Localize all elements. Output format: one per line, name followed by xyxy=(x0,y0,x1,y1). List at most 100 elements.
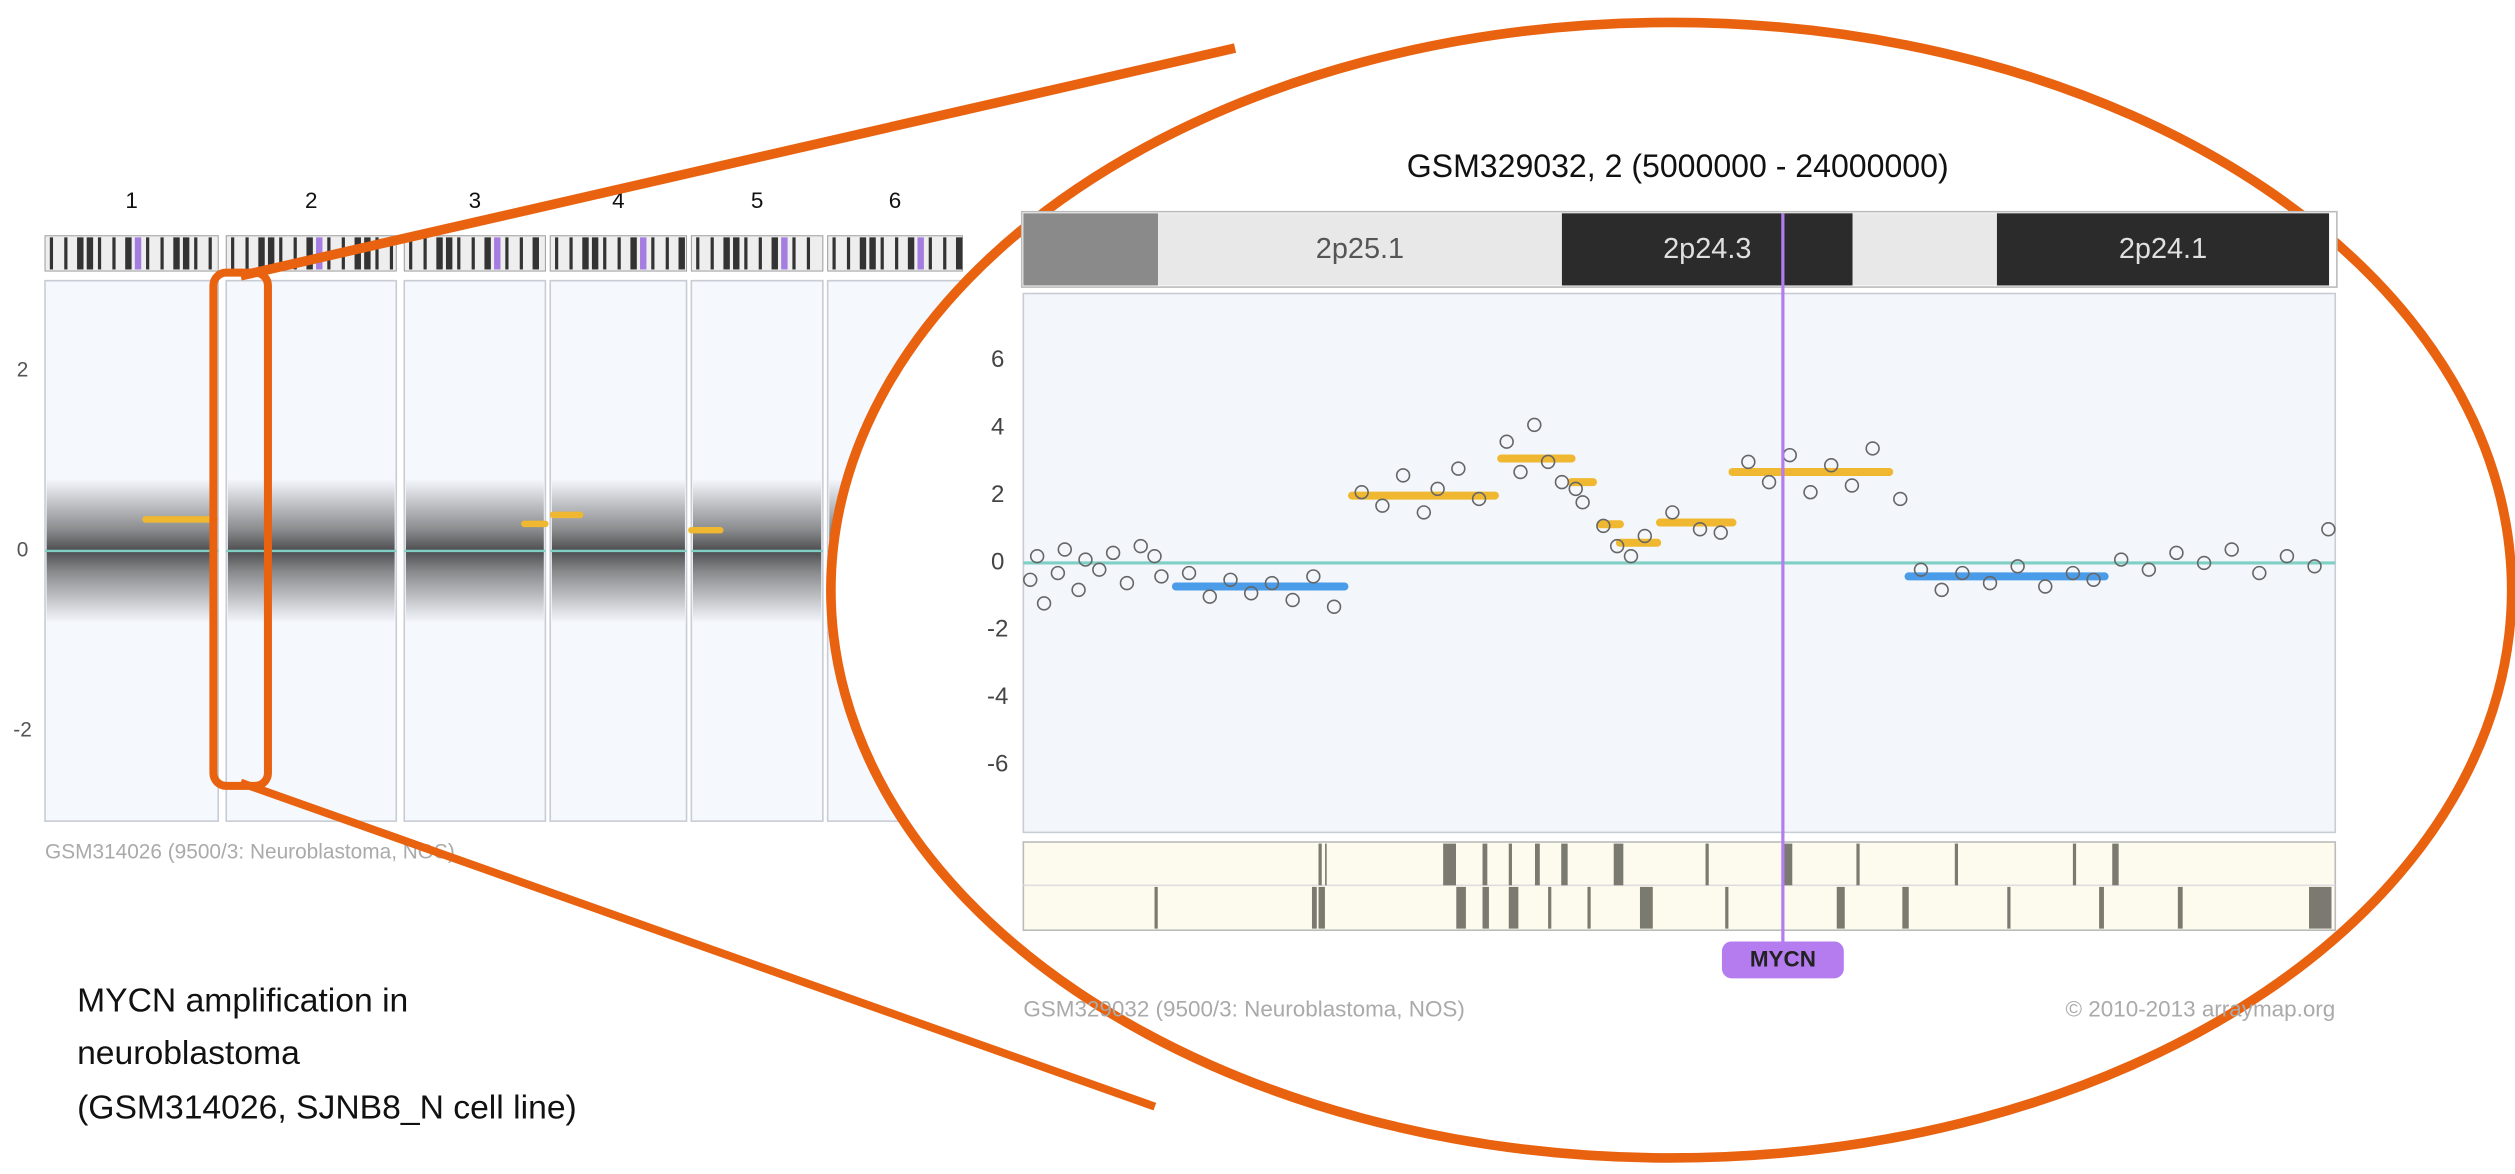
ideogram-band xyxy=(484,237,490,269)
gene xyxy=(2112,844,2118,886)
ideogram-band xyxy=(209,237,212,269)
gene xyxy=(1155,887,1158,929)
ideogram-band xyxy=(847,237,850,269)
ideogram-band xyxy=(651,237,654,269)
credit: © 2010-2013 arraymap.org xyxy=(2066,996,2336,1021)
ideogram-band xyxy=(781,237,787,269)
ideogram-band xyxy=(696,237,699,269)
ideogram-band xyxy=(231,237,234,269)
gene xyxy=(2099,887,2104,929)
gene xyxy=(1319,844,1322,886)
ideogram-band xyxy=(943,237,946,269)
ideogram-band xyxy=(929,237,932,269)
y-tick-label: -4 xyxy=(987,683,1008,710)
gene xyxy=(1483,844,1488,886)
zoom-chart: GSM329032, 2 (5000000 - 24000000) 2p25.1 2… xyxy=(987,148,2337,1021)
ideogram-band xyxy=(112,237,115,269)
ideogram-band xyxy=(807,237,810,269)
ideogram-band xyxy=(592,237,598,269)
ideogram-band xyxy=(582,237,588,269)
gene xyxy=(1548,887,1551,929)
gene xyxy=(1456,887,1466,929)
y-tick-label: 6 xyxy=(991,346,1004,373)
figure: 20-2123456GSM314026 (9500/3: Neuroblasto… xyxy=(0,0,2515,1174)
gene-marker-label: MYCN xyxy=(1750,947,1816,972)
chromosome-label: 2 xyxy=(305,188,317,213)
ideogram-band xyxy=(64,237,67,269)
ideogram-band xyxy=(569,237,572,269)
gene xyxy=(1856,844,1859,886)
ideogram-band xyxy=(759,237,762,269)
ideogram-band xyxy=(640,237,646,269)
gene xyxy=(1784,844,1792,886)
ideogram-band xyxy=(832,237,835,269)
gene xyxy=(2007,887,2010,929)
y-tick-label: 0 xyxy=(991,548,1004,575)
gene xyxy=(1561,844,1567,886)
ideogram-band xyxy=(457,237,460,269)
gene xyxy=(1443,844,1456,886)
gene xyxy=(1535,844,1540,886)
ideogram-band xyxy=(446,237,452,269)
ideogram-band xyxy=(895,237,898,269)
gene xyxy=(1837,887,1845,929)
ideogram-band xyxy=(520,237,523,269)
ideogram-band xyxy=(679,237,685,269)
y-tick-label: -2 xyxy=(987,616,1008,643)
y-tick-label: -6 xyxy=(987,750,1008,777)
ideogram-band xyxy=(917,237,923,269)
chromosome-label: 5 xyxy=(751,188,763,213)
cytoband-label: 2p25.1 xyxy=(1316,233,1404,265)
ideogram-band xyxy=(125,237,131,269)
ideogram-band xyxy=(472,237,475,269)
ideogram-band xyxy=(87,237,93,269)
ideogram-band xyxy=(666,237,669,269)
ideogram-band xyxy=(792,237,795,269)
ideogram-band xyxy=(533,237,539,269)
gene xyxy=(2073,844,2076,886)
ideogram-band xyxy=(869,237,875,269)
annotation-line: neuroblastoma xyxy=(77,1035,300,1072)
ideogram xyxy=(45,236,218,271)
chromosome-label: 6 xyxy=(889,188,901,213)
ideogram-band xyxy=(733,237,739,269)
ideogram-band xyxy=(135,237,141,269)
ideogram-band xyxy=(494,237,500,269)
ideogram-band xyxy=(409,237,412,269)
gene xyxy=(1509,844,1512,886)
ideogram-band xyxy=(505,237,508,269)
ideogram-band xyxy=(772,237,778,269)
ideogram-band xyxy=(711,237,714,269)
gene xyxy=(1587,887,1590,929)
ideogram-band xyxy=(603,237,606,269)
ideogram-band xyxy=(723,237,729,269)
gene xyxy=(2178,887,2183,929)
ideogram-band xyxy=(618,237,621,269)
ideogram-band xyxy=(194,237,197,269)
y-tick-label: 0 xyxy=(17,538,29,561)
ideogram-band xyxy=(881,237,884,269)
cytoband-label: 2p24.1 xyxy=(2119,233,2207,265)
cytoband xyxy=(1023,213,1158,285)
annotation-line: MYCN amplification in xyxy=(77,982,408,1019)
footer: GSM329032 (9500/3: Neuroblastoma, NOS) xyxy=(1023,996,1465,1021)
ideogram-band xyxy=(98,237,101,269)
gene xyxy=(2309,887,2331,929)
gene xyxy=(1955,844,1958,886)
ideogram-band xyxy=(160,237,163,269)
gene xyxy=(1509,887,1519,929)
ideogram-band xyxy=(630,237,636,269)
ideogram-band xyxy=(860,237,866,269)
footer: GSM314026 (9500/3: Neuroblastoma, NOS) xyxy=(45,841,455,864)
page: {"chart_data": [ {"type": "strip", "cate… xyxy=(0,0,2515,1174)
gene xyxy=(1319,887,1325,929)
ideogram-band xyxy=(183,237,189,269)
gene xyxy=(1902,887,1908,929)
gene xyxy=(1325,844,1327,886)
cytoband-label: 2p24.3 xyxy=(1663,233,1751,265)
ideogram-band xyxy=(245,237,248,269)
ideogram-band xyxy=(744,237,747,269)
chart-title: GSM329032, 2 (5000000 - 24000000) xyxy=(1407,148,1949,184)
chromosome-label: 1 xyxy=(125,188,137,213)
ideogram-band xyxy=(956,237,962,269)
